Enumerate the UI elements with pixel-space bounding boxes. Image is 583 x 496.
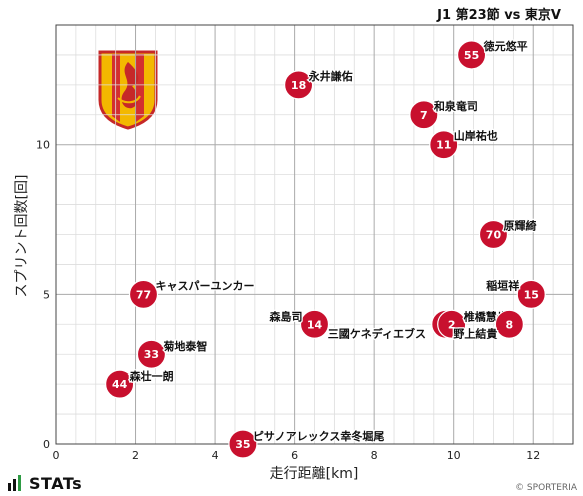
player-name-label: 永井謙佑: [308, 69, 353, 83]
team-crest-logo: [98, 50, 158, 130]
player-number: 2: [448, 318, 456, 331]
player-number: 77: [136, 288, 151, 301]
player-number: 35: [235, 438, 250, 451]
player-number: 7: [420, 109, 428, 122]
x-tick-label: 2: [132, 449, 139, 462]
player-number: 14: [307, 318, 323, 331]
x-tick-label: 10: [447, 449, 461, 462]
player-name-label: 原輝綺: [503, 219, 536, 233]
player-number: 55: [464, 49, 479, 62]
player-marker: [437, 309, 467, 339]
player-point: 77 キャスパーユンカー: [128, 278, 256, 309]
x-tick-label: 12: [526, 449, 540, 462]
y-tick-label: 5: [43, 288, 50, 301]
match-title: J1 第23節 vs 東京V: [437, 8, 561, 23]
player-name-label: 山岸祐也: [454, 129, 498, 143]
player-name-label: ピサノアレックス幸冬堀尾: [253, 429, 384, 443]
player-marker: [105, 369, 135, 399]
player-number: 15: [524, 288, 539, 301]
player-point: 33 菊地泰智: [136, 338, 209, 369]
player-name-label: 野上結貴: [453, 326, 497, 340]
player-marker: [494, 309, 524, 339]
player-number: 44: [112, 378, 128, 391]
y-axis-label: スプリント回数[回]: [14, 175, 30, 298]
player-marker: [136, 339, 167, 369]
player-marker: [283, 70, 314, 100]
player-name-label: 徳元悠平: [483, 39, 528, 53]
axes: 0 2 4 6 8 10 12 0 5 10: [36, 24, 574, 462]
player-marker: [299, 309, 330, 339]
player-name-label: 菊地泰智: [163, 339, 207, 353]
copyright-credit: © SPORTERIA: [515, 483, 577, 493]
player-point: 7 和泉竜司: [409, 98, 479, 130]
player-number: 8: [506, 318, 514, 331]
bars-logo-icon: [8, 475, 24, 491]
player-marker: [409, 100, 439, 130]
player-number: 11: [436, 139, 451, 152]
x-tick-label: 0: [53, 449, 60, 462]
player-number: 70: [486, 229, 502, 242]
player-point: 15 稲垣祥: [485, 277, 546, 309]
player-number: 33: [144, 348, 159, 361]
player-name-label: 稲垣祥: [486, 278, 519, 292]
plot-frame: [55, 24, 574, 445]
player-marker: [516, 279, 546, 309]
player-name-label: キャスパーユンカー: [155, 279, 254, 292]
player-number: 18: [291, 79, 306, 92]
player-name-label: 三國ケネディエブス: [328, 326, 426, 340]
x-tick-label: 6: [291, 449, 298, 462]
y-tick-label: 0: [43, 438, 50, 451]
y-tick-label: 10: [36, 139, 50, 152]
x-tick-label: 4: [212, 449, 219, 462]
player-marker: [478, 219, 509, 250]
player-point: 8 野上結貴: [452, 309, 524, 342]
player-point: 14 森島司: [268, 308, 330, 339]
player-marker: [429, 130, 459, 160]
player-marker: [228, 429, 258, 459]
player-name-label: 和泉竜司: [434, 99, 478, 113]
player-marker: [456, 40, 487, 70]
player-marker: [128, 279, 159, 309]
player-name-label: 森島司: [270, 309, 303, 323]
brand-name: STATs: [29, 473, 83, 493]
player-name-label: 森壮一朗: [130, 369, 174, 383]
x-axis-label: 走行距離[km]: [270, 465, 359, 482]
x-tick-label: 8: [371, 449, 378, 462]
stats-brand: STATs: [8, 473, 83, 493]
player-point: 55 徳元悠平: [456, 38, 529, 70]
grid: [55, 24, 574, 445]
